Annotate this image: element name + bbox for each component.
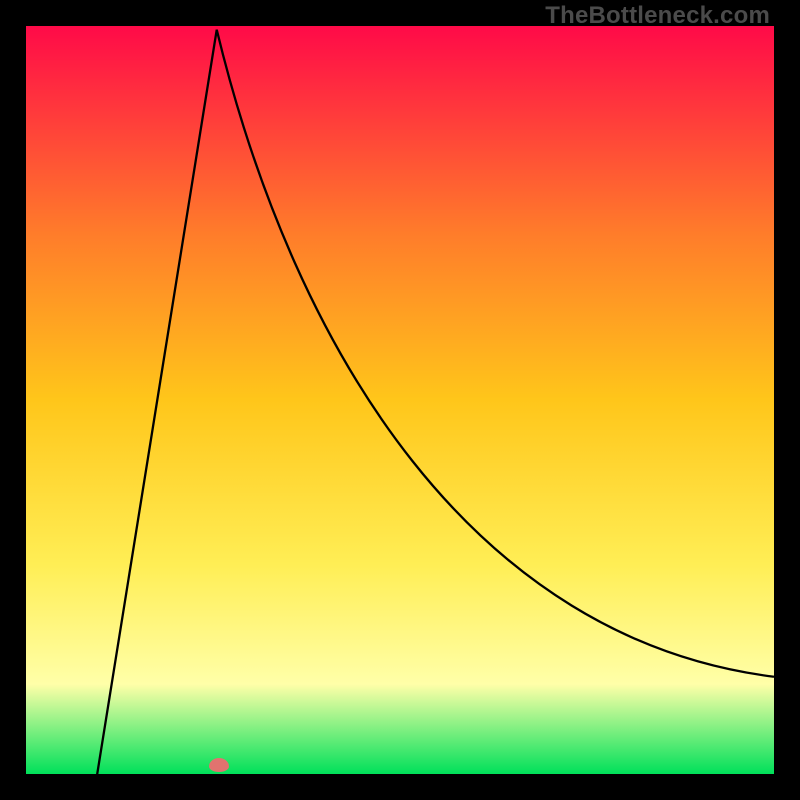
watermark-text: TheBottleneck.com [545, 2, 770, 30]
optimal-point-marker [209, 758, 229, 772]
chart-frame: TheBottleneck.com [0, 0, 800, 800]
plot-area [26, 26, 774, 774]
